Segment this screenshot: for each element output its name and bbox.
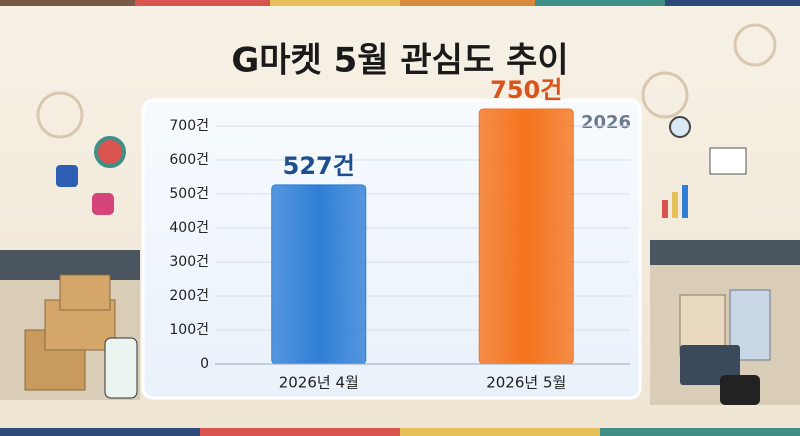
y-tick-label: 500건 — [169, 186, 209, 202]
bar — [478, 108, 574, 365]
y-tick-label: 700건 — [169, 118, 209, 134]
value-label: 527건 — [283, 152, 355, 180]
chart-title: G마켓 5월 관심도 추이 — [231, 41, 568, 81]
plot: 0 100건 200건 300건 400건 500건 600건 700건 2026년 4월 527… — [169, 76, 630, 392]
bottom-stripe — [0, 428, 800, 436]
y-tick-label: 0 — [200, 356, 209, 372]
x-tick-label: 2026년 4월 — [279, 374, 359, 392]
bar — [271, 184, 367, 365]
y-tick-label: 200건 — [169, 288, 209, 304]
year-label: 2026 — [581, 112, 631, 133]
decoration-left — [0, 91, 140, 400]
value-label: 750건 — [490, 76, 562, 104]
decoration-right — [641, 23, 800, 405]
y-tick-label: 600건 — [169, 152, 209, 168]
y-tick-label: 100건 — [169, 322, 209, 338]
x-tick-label: 2026년 5월 — [486, 374, 566, 392]
y-tick-label: 400건 — [169, 220, 209, 236]
y-tick-label: 300건 — [169, 254, 209, 270]
top-stripe — [0, 0, 800, 6]
